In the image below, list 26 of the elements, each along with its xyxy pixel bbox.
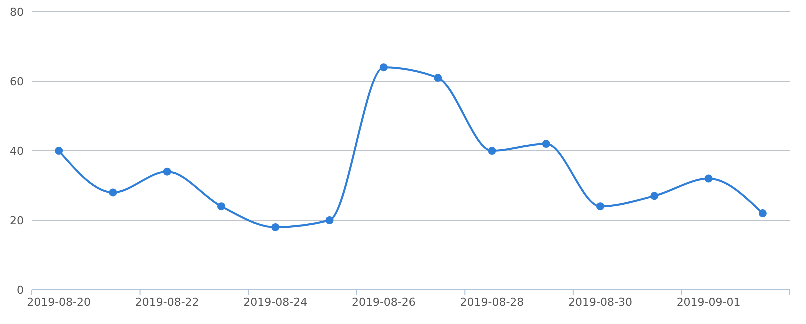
y-tick-label: 80 <box>10 6 24 19</box>
point <box>758 210 767 218</box>
x-tick-label: 2019-08-28 <box>460 296 524 309</box>
point <box>488 147 496 155</box>
y-tick-label: 60 <box>10 75 24 88</box>
point <box>704 174 713 183</box>
x-tick-label: 2019-08-24 <box>244 296 308 309</box>
point <box>109 188 118 197</box>
point <box>272 223 280 232</box>
x-tick-label: 2019-08-30 <box>568 296 632 309</box>
point <box>434 74 442 82</box>
point <box>596 202 604 211</box>
point <box>326 216 334 224</box>
point <box>380 64 388 72</box>
x-tick-label: 2019-09-01 <box>676 296 741 309</box>
point <box>650 192 659 200</box>
y-tick-label: 20 <box>10 214 24 228</box>
point <box>163 168 172 176</box>
point <box>55 147 64 155</box>
x-tick-label: 2019-08-26 <box>352 296 416 309</box>
point <box>218 202 226 211</box>
y-tick-label: 40 <box>10 144 24 158</box>
x-tick-label: 2019-08-22 <box>135 296 200 309</box>
y-tick-label: 0 <box>17 284 24 297</box>
x-tick-label: 2019-08-20 <box>27 296 92 309</box>
point <box>542 140 550 148</box>
